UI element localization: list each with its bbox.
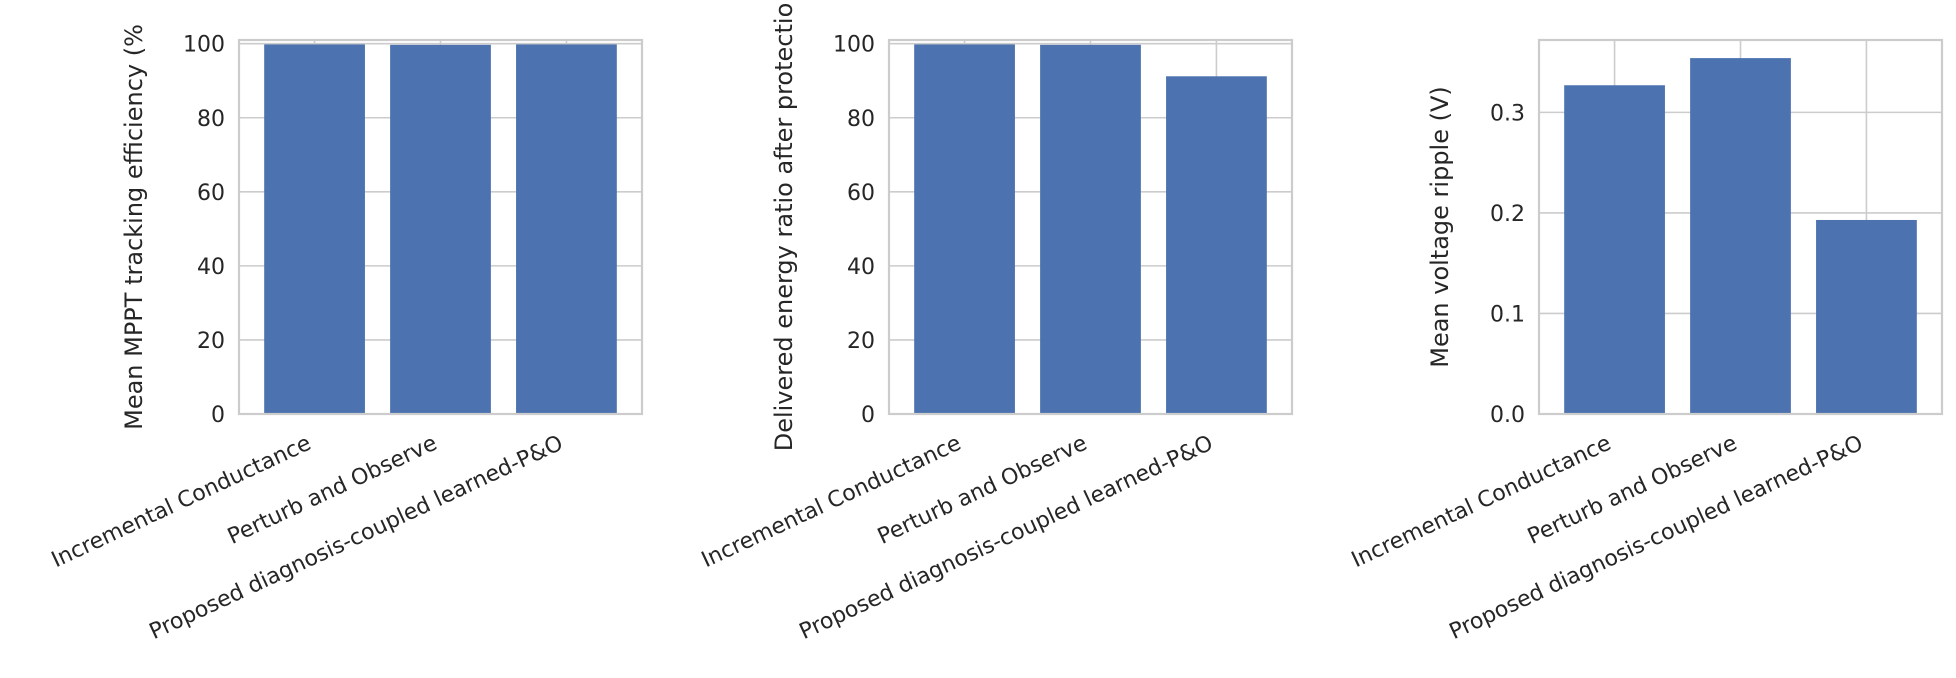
y-axis-label: Mean MPPT tracking efficiency (% xyxy=(120,24,148,430)
y-tick-label: 0 xyxy=(861,403,875,428)
y-tick-label: 100 xyxy=(833,33,875,58)
y-tick-label: 40 xyxy=(847,255,875,280)
y-tick-label: 40 xyxy=(197,255,225,280)
chart-panel-2: 0 20 40 60 80 100 Incremental ConductancePertu… xyxy=(698,3,1294,645)
y-tick-label: 0.0 xyxy=(1490,403,1525,428)
x-tick-label: Perturb and Observe xyxy=(224,431,441,550)
bar xyxy=(1564,85,1665,414)
bar xyxy=(390,44,491,414)
y-tick-label: 20 xyxy=(197,329,225,354)
chart-panel-3: 0.0 0.1 0.2 0.3 Incremental ConductancePertu… xyxy=(1348,38,1944,645)
y-tick-label: 60 xyxy=(847,181,875,206)
chart-panel-1: 0 20 40 60 80 100 Incremental ConductancePertu… xyxy=(48,24,644,645)
bar xyxy=(1166,76,1267,414)
y-tick-label: 100 xyxy=(183,33,225,58)
bar xyxy=(1816,219,1917,414)
y-tick-label: 0.1 xyxy=(1490,302,1525,327)
y-tick-label: 80 xyxy=(847,107,875,132)
x-tick-label: Perturb and Observe xyxy=(1524,431,1741,550)
x-tick-label: Proposed diagnosis-coupled learned-P&O xyxy=(146,431,567,645)
x-tick-label: Proposed diagnosis-coupled learned-P&O xyxy=(1446,431,1867,645)
bar xyxy=(1040,44,1141,414)
x-tick-label: Incremental Conductance xyxy=(48,431,315,573)
bar xyxy=(264,44,365,414)
x-tick-label: Perturb and Observe xyxy=(874,431,1091,550)
bar xyxy=(1690,58,1791,415)
y-axis-label: Delivered energy ratio after protectio xyxy=(770,3,798,452)
y-tick-label: 20 xyxy=(847,329,875,354)
y-tick-label: 60 xyxy=(197,181,225,206)
x-tick-label: Incremental Conductance xyxy=(698,431,965,573)
plot-frame xyxy=(887,38,1294,416)
y-tick-label: 0 xyxy=(211,403,225,428)
bar xyxy=(914,44,1015,414)
bar xyxy=(516,44,617,414)
plot-frame xyxy=(237,38,644,416)
x-tick-label: Incremental Conductance xyxy=(1348,431,1615,573)
plot-frame xyxy=(1537,38,1944,416)
y-tick-label: 0.2 xyxy=(1490,202,1525,227)
y-tick-label: 80 xyxy=(197,107,225,132)
y-axis-label: Mean voltage ripple (V) xyxy=(1426,86,1454,368)
x-tick-label: Proposed diagnosis-coupled learned-P&O xyxy=(796,431,1217,645)
y-tick-label: 0.3 xyxy=(1490,101,1525,126)
